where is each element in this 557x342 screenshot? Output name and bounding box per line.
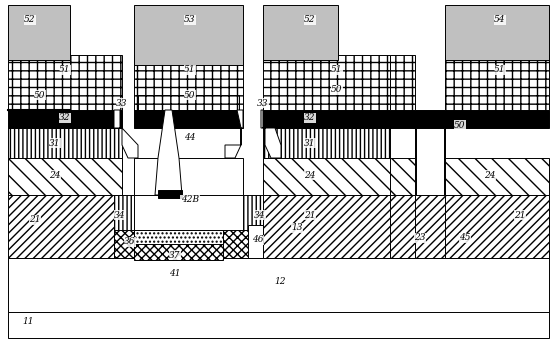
Bar [263,128,390,158]
Bar [8,258,549,312]
Bar [445,158,549,195]
Bar [158,190,182,198]
Text: 52: 52 [25,15,36,25]
Text: 37: 37 [169,250,181,260]
Text: 36: 36 [124,237,136,247]
Text: 21: 21 [30,215,41,224]
Text: 50: 50 [184,91,196,100]
Bar [8,5,70,60]
Bar [8,195,122,258]
Bar [134,230,223,258]
Text: 52: 52 [304,15,316,25]
Text: 34: 34 [254,210,266,220]
Bar [138,95,239,110]
Text: 51: 51 [184,66,196,75]
Bar [8,128,122,158]
Bar [114,195,134,258]
Bar [248,225,263,258]
Text: 21: 21 [304,210,316,220]
Bar [134,158,243,195]
Text: 31: 31 [49,139,61,147]
Bar [134,244,223,260]
Bar [390,195,549,258]
Bar [134,5,243,65]
Bar [445,195,549,258]
Text: 51: 51 [331,66,343,75]
Bar [390,158,415,195]
Text: 21: 21 [514,210,526,220]
Text: 50: 50 [34,91,46,100]
Bar [134,55,243,110]
Text: 24: 24 [304,171,316,180]
Bar [263,5,338,60]
Text: 32: 32 [304,114,316,122]
Text: 32: 32 [59,114,71,122]
Text: 46: 46 [252,236,264,245]
Text: 33: 33 [257,98,268,107]
Text: 33: 33 [116,98,128,107]
Polygon shape [114,110,138,158]
Bar [416,128,444,195]
Text: 24: 24 [484,171,496,180]
Polygon shape [261,110,281,158]
Bar [263,55,390,110]
Bar [134,110,243,128]
Text: 51: 51 [59,66,71,75]
Text: 13: 13 [291,224,303,233]
Bar [390,195,415,258]
Text: 44: 44 [184,133,196,143]
Bar [263,110,390,128]
Bar [445,5,549,60]
Bar [8,158,122,195]
Bar [415,128,445,195]
Text: 42B: 42B [181,196,199,205]
Bar [445,55,549,110]
Text: 50: 50 [455,120,466,130]
Text: 24: 24 [49,171,61,180]
Text: 23: 23 [414,234,426,242]
Polygon shape [155,110,182,195]
Text: 45: 45 [460,234,471,242]
Text: 50: 50 [331,86,343,94]
Bar [263,195,390,258]
Text: 11: 11 [22,317,34,327]
Bar [390,195,549,258]
Bar [8,55,122,110]
Text: 41: 41 [169,268,181,277]
Bar [263,158,390,195]
Bar [8,310,549,338]
Bar [114,230,263,258]
Bar [390,55,415,110]
Text: 12: 12 [274,277,286,287]
Bar [243,195,263,258]
Text: 53: 53 [184,15,196,25]
Bar [390,110,549,128]
Polygon shape [225,110,243,158]
Text: 31: 31 [304,139,316,147]
Text: 54: 54 [494,15,506,25]
Text: 51: 51 [494,66,506,75]
Bar [8,110,122,128]
Text: 34: 34 [114,210,126,220]
